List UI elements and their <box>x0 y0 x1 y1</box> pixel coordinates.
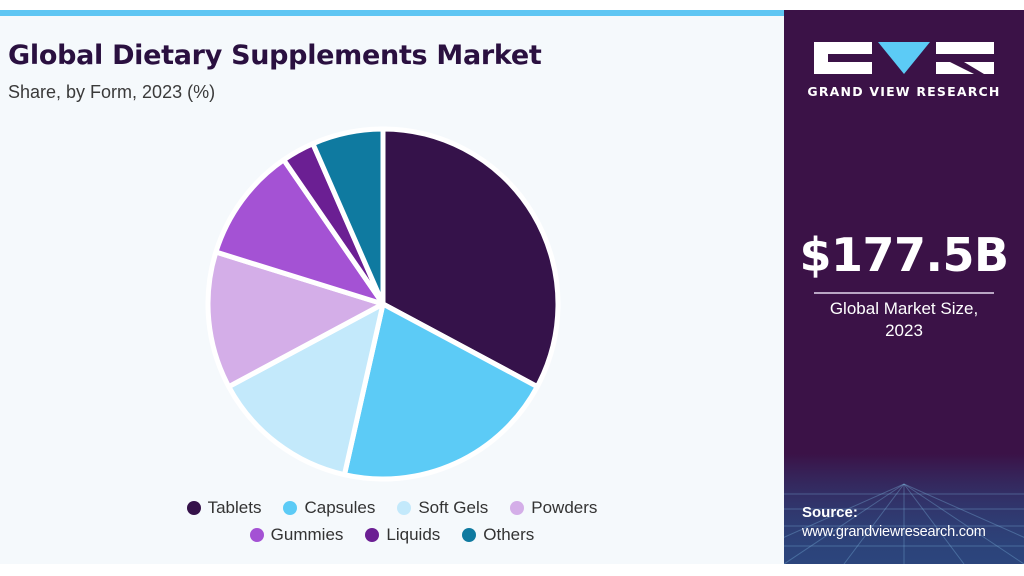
legend-item-tablets: Tablets <box>186 498 262 518</box>
legend-item-liquids: Liquids <box>365 525 440 545</box>
legend-item-capsules: Capsules <box>283 498 375 518</box>
legend-item-powders: Powders <box>510 498 597 518</box>
grid-background <box>784 454 1024 564</box>
divider <box>814 292 994 294</box>
chart-panel: Global Dietary Supplements Market Share,… <box>0 10 784 564</box>
market-size-label-line: Global Market Size, <box>829 299 979 318</box>
legend-label: Powders <box>531 498 598 517</box>
market-size-value: $177.5B <box>799 228 1009 282</box>
market-size-label: Global Market Size, 2023 <box>784 298 1024 342</box>
legend-label: Others <box>483 525 535 544</box>
legend-label: Gummies <box>270 525 344 544</box>
pie-slice-powders <box>205 249 386 390</box>
legend-swatch <box>249 528 264 542</box>
legend-label: Capsules <box>304 498 376 517</box>
market-size-label-line: 2023 <box>885 321 923 340</box>
legend-swatch <box>510 501 525 515</box>
legend-item-gummies: Gummies <box>249 525 344 545</box>
legend-item-others: Others <box>462 525 534 545</box>
pie-slice-tablets <box>380 126 561 390</box>
brand-name: GRAND VIEW RESEARCH <box>807 84 1001 99</box>
pie-chart <box>205 126 561 482</box>
legend-label: Soft Gels <box>418 498 489 517</box>
chart-title: Global Dietary Supplements Market <box>8 40 542 71</box>
pie-slice-gummies <box>213 157 386 307</box>
legend-swatch <box>283 501 298 515</box>
source-link[interactable]: www.grandviewresearch.com <box>802 524 986 540</box>
pie-slice-soft-gels <box>226 301 386 478</box>
legend-row: Gummies Liquids Others <box>0 525 784 545</box>
legend-label: Liquids <box>386 525 441 544</box>
pie-slice-capsules <box>341 301 540 482</box>
legend-swatch <box>365 528 380 542</box>
pie-slice-others <box>310 126 386 307</box>
brand-logo <box>814 42 994 74</box>
source-label: Source: <box>802 504 858 521</box>
legend-swatch <box>462 528 477 542</box>
legend-row: Tablets Capsules Soft Gels Powders <box>0 498 784 518</box>
sidebar-panel: GRAND VIEW RESEARCH $177.5B Global Marke… <box>784 10 1024 564</box>
legend-swatch <box>186 501 201 515</box>
legend-label: Tablets <box>207 498 262 517</box>
legend-swatch <box>397 501 412 515</box>
chart-subtitle: Share, by Form, 2023 (%) <box>8 82 216 102</box>
legend-item-soft-gels: Soft Gels <box>397 498 488 518</box>
